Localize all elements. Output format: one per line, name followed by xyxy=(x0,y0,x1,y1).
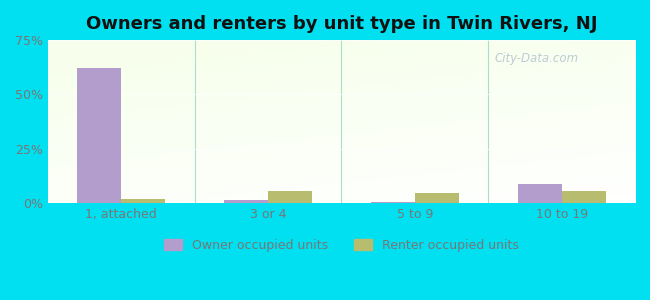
Legend: Owner occupied units, Renter occupied units: Owner occupied units, Renter occupied un… xyxy=(159,234,524,257)
Bar xyxy=(268,191,312,203)
Bar xyxy=(370,202,415,203)
Bar xyxy=(517,184,562,203)
Bar xyxy=(415,193,459,203)
Bar xyxy=(562,191,606,203)
Bar xyxy=(77,68,122,203)
Bar xyxy=(224,200,268,203)
Title: Owners and renters by unit type in Twin Rivers, NJ: Owners and renters by unit type in Twin … xyxy=(86,15,597,33)
Text: City-Data.com: City-Data.com xyxy=(494,52,578,64)
Bar xyxy=(122,199,165,203)
